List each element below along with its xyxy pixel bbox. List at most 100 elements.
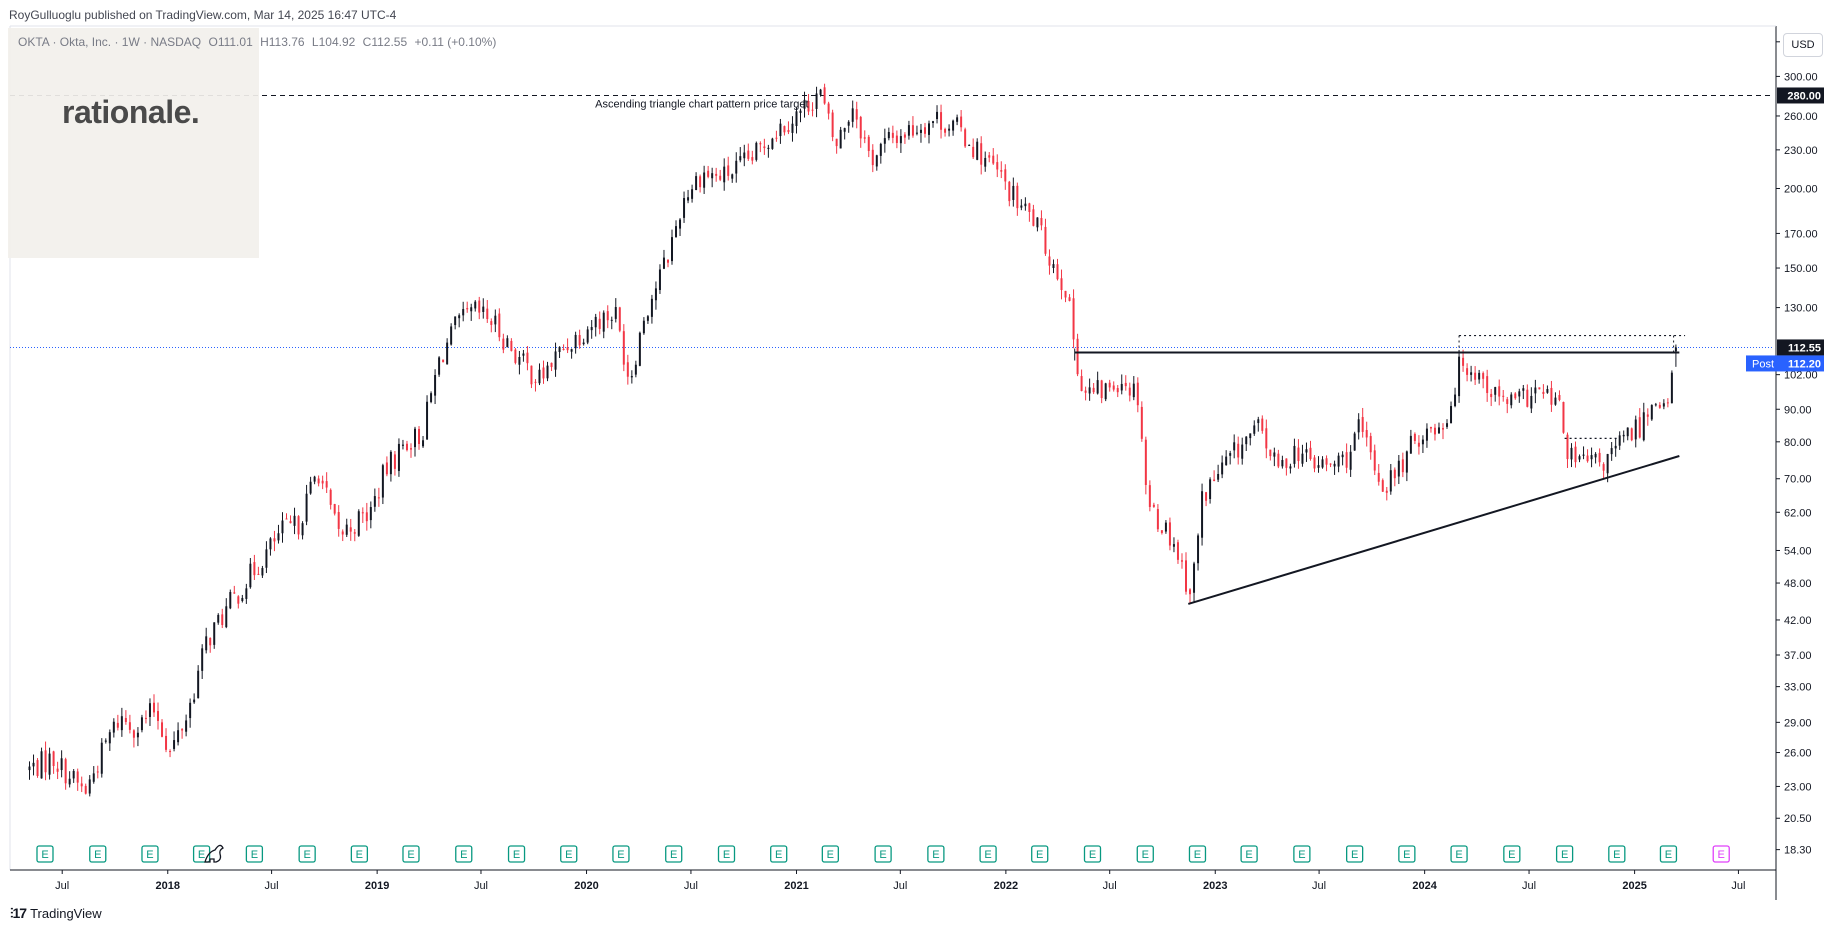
candle-body (1172, 544, 1175, 547)
currency-button[interactable]: USD (1783, 33, 1823, 57)
earnings-label[interactable]: E (1194, 849, 1201, 861)
earnings-label[interactable]: E (775, 849, 782, 861)
candle-body (193, 699, 196, 703)
earnings-label[interactable]: E (1455, 849, 1462, 861)
earnings-label[interactable]: E (1561, 849, 1568, 861)
candle-body (1128, 387, 1131, 396)
candle-body (1365, 430, 1368, 438)
candle-body (787, 129, 790, 133)
candle-body (976, 141, 979, 160)
candle-body (470, 307, 473, 312)
candle-body (281, 520, 284, 534)
earnings-badge (1398, 845, 1416, 863)
earnings-label[interactable]: E (827, 849, 834, 861)
candle-body (197, 670, 200, 699)
earnings-label[interactable]: E (670, 849, 677, 861)
earnings-label[interactable]: E (356, 849, 363, 861)
candle-body (1441, 428, 1444, 430)
candle-body (120, 716, 123, 731)
earnings-label[interactable]: E (198, 849, 205, 861)
symbol-legend: OKTA · Okta, Inc. · 1W · NASDAQ O111.01 … (18, 35, 500, 49)
candle-body (1566, 434, 1569, 460)
candle-body (60, 758, 63, 771)
earnings-label[interactable]: E (460, 849, 467, 861)
y-tick-label: 33.00 (1784, 682, 1812, 694)
earnings-label[interactable]: E (1142, 849, 1149, 861)
earnings-label[interactable]: E (146, 849, 153, 861)
candle-body (803, 99, 806, 109)
candle-body (1285, 458, 1288, 468)
earnings-label[interactable]: E (303, 849, 310, 861)
earnings-label[interactable]: E (1245, 849, 1252, 861)
earnings-label[interactable]: E (1613, 849, 1620, 861)
candle-body (883, 138, 886, 144)
candle-body (389, 451, 392, 475)
candle-body (610, 319, 613, 321)
earnings-label[interactable]: E (723, 849, 730, 861)
candle-body (1072, 298, 1075, 340)
candle-body (201, 648, 204, 671)
earnings-label[interactable]: E (879, 849, 886, 861)
candle-body (1606, 454, 1609, 474)
candle-body (1666, 402, 1669, 404)
candle-body (1642, 412, 1645, 441)
candle-body (863, 137, 866, 139)
candle-body (546, 365, 549, 379)
earnings-label[interactable]: E (1298, 849, 1305, 861)
earnings-label[interactable]: E (1508, 849, 1515, 861)
candle-body (1229, 453, 1232, 456)
earnings-label[interactable]: E (1089, 849, 1096, 861)
candle-body (1100, 380, 1103, 399)
earnings-label[interactable]: E (617, 849, 624, 861)
candle-body (570, 349, 573, 352)
earnings-label[interactable]: E (513, 849, 520, 861)
candle-body (1225, 456, 1228, 466)
earnings-label[interactable]: E (1036, 849, 1043, 861)
candle-body (735, 160, 738, 174)
candle-body (177, 730, 180, 743)
earnings-label[interactable]: E (565, 849, 572, 861)
candle-body (1385, 490, 1388, 493)
candle-body (590, 327, 593, 331)
earnings-label[interactable]: E (1403, 849, 1410, 861)
candle-body (140, 717, 143, 731)
earnings-badge (507, 845, 526, 863)
earnings-label[interactable]: E (251, 849, 258, 861)
candle-body (52, 751, 55, 766)
candle-body (675, 226, 678, 238)
candle-body (731, 174, 734, 179)
y-tick-label: 150.00 (1784, 263, 1818, 275)
candle-body (373, 496, 376, 507)
earnings-label[interactable]: E (407, 849, 414, 861)
candle-body (1437, 427, 1440, 434)
x-tick-label: 2019 (365, 880, 389, 892)
y-tick-label: 90.00 (1784, 404, 1812, 416)
candle-body (1164, 522, 1167, 532)
candle-body (498, 313, 501, 338)
earnings-label[interactable]: E (984, 849, 991, 861)
earnings-label[interactable]: E (94, 849, 101, 861)
candle-body (1040, 218, 1043, 226)
candle-body (875, 155, 878, 167)
candle-body (719, 175, 722, 180)
candle-body (1514, 393, 1517, 399)
candle-body (1670, 372, 1673, 404)
candle-body (791, 123, 794, 133)
earnings-label[interactable]: E (1351, 849, 1358, 861)
dinosaur-icon (204, 844, 224, 863)
earnings-label[interactable]: E (41, 849, 48, 861)
candle-body (1321, 459, 1324, 468)
candle-body (1626, 427, 1629, 437)
candle-body (1160, 530, 1163, 533)
earnings-label[interactable]: E (932, 849, 939, 861)
candle-body (1594, 453, 1597, 458)
candle-body (1325, 458, 1328, 465)
candle-body (32, 762, 35, 767)
candle-body (1032, 209, 1035, 226)
earnings-label[interactable]: E (1665, 849, 1672, 861)
candle-body (1522, 388, 1525, 391)
earnings-label[interactable]: E (1718, 849, 1725, 861)
candle-body (486, 308, 489, 320)
